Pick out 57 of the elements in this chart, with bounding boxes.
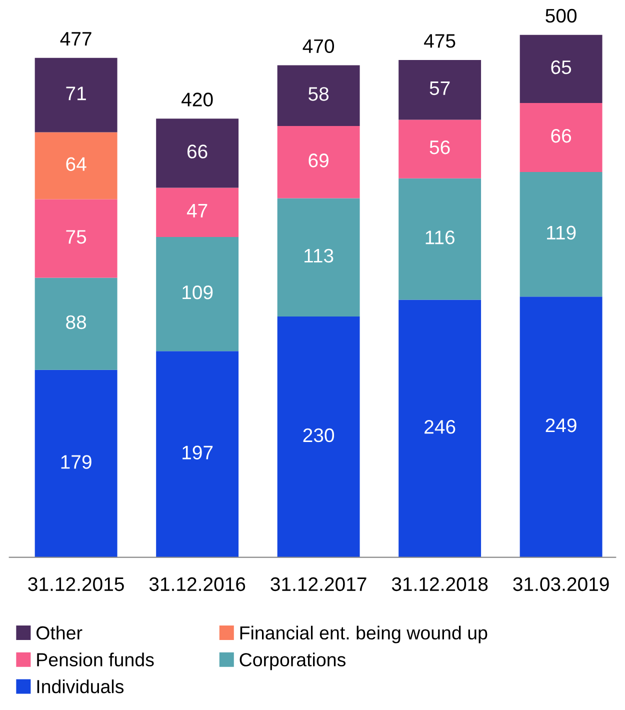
data-label: 197: [182, 446, 213, 460]
legend-label: Individuals: [37, 679, 124, 694]
data-label: 64: [66, 157, 86, 171]
data-label: 109: [182, 285, 213, 300]
bar: [520, 172, 602, 297]
bar: [277, 65, 360, 126]
bar: [34, 132, 118, 200]
bar: [398, 178, 482, 300]
x-tick-label: 31.12.2018: [392, 577, 488, 592]
data-label: 69: [308, 154, 328, 168]
total-label: 470: [302, 39, 334, 54]
data-label: 66: [187, 144, 208, 158]
legend-label: Corporations: [240, 652, 346, 670]
x-tick-label: 31.12.2017: [270, 577, 366, 592]
data-label: 246: [424, 420, 456, 434]
x-tick-label: 31.12.2016: [149, 577, 246, 592]
data-label: 56: [430, 140, 450, 154]
bar: [398, 300, 482, 558]
legend-label: Other: [36, 626, 82, 640]
legend-label: Pension funds: [37, 652, 154, 666]
data-label: 75: [66, 230, 86, 244]
data-label: 119: [547, 226, 576, 240]
bar: [277, 198, 360, 317]
data-label: 65: [551, 60, 572, 74]
bar: [520, 296, 602, 558]
data-label: 249: [546, 418, 576, 432]
data-label: 179: [61, 455, 92, 469]
data-label: 57: [430, 82, 450, 96]
data-label: 230: [303, 428, 334, 442]
data-label: 47: [186, 204, 208, 218]
bar: [398, 120, 482, 178]
bar: [156, 118, 239, 188]
bar: [277, 126, 360, 198]
legend-label: Financial ent. being wound up: [240, 626, 488, 644]
bar: [34, 370, 118, 558]
bar: [520, 102, 602, 172]
bar: [398, 60, 482, 120]
data-label: 116: [426, 230, 454, 244]
bar: [156, 351, 239, 558]
total-label: 475: [424, 34, 456, 48]
data-label: 88: [66, 315, 86, 330]
x-tick-label: 31.12.2015: [28, 577, 124, 592]
bar: [520, 34, 602, 103]
bar: [34, 58, 118, 132]
data-label: 58: [308, 87, 329, 101]
bar: [34, 199, 118, 278]
data-label: 113: [304, 248, 334, 263]
x-tick-label: 31.03.2019: [513, 577, 609, 592]
bar: [277, 316, 360, 558]
data-label: 71: [66, 86, 86, 100]
data-label: 66: [551, 128, 572, 143]
bar: [156, 236, 239, 352]
bar: [156, 188, 239, 237]
bar: [34, 278, 118, 370]
total-label: 477: [60, 32, 92, 46]
total-label: 500: [546, 8, 577, 23]
total-label: 420: [182, 92, 213, 106]
